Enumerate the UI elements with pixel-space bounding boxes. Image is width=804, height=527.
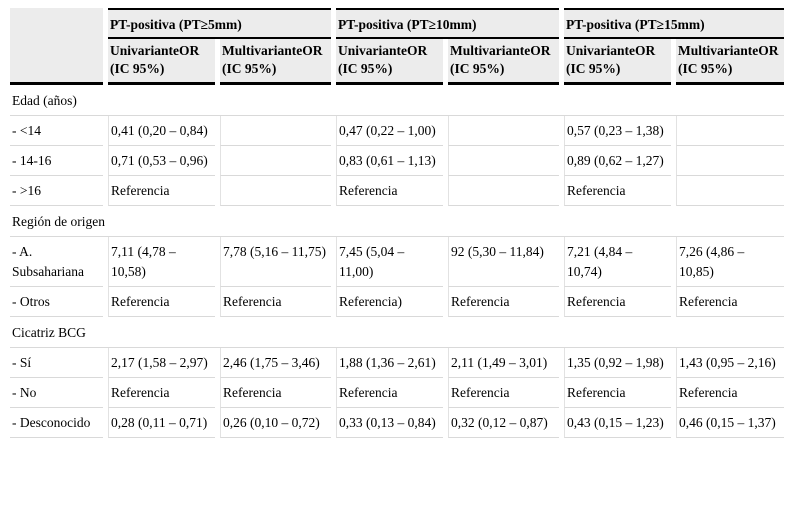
- subheader-line1: UnivarianteOR: [338, 43, 428, 58]
- value-cell: Referencia: [564, 176, 672, 206]
- value-cell: [220, 176, 332, 206]
- value-cell: 92 (5,30 – 11,84): [448, 237, 560, 287]
- value-cell: [448, 146, 560, 176]
- value-cell: 7,21 (4,84 – 10,74): [564, 237, 672, 287]
- subheader-multivariante-5: MultivarianteOR (IC 95%): [220, 39, 332, 85]
- value-cell: Referencia: [676, 378, 785, 408]
- value-cell: Referencia: [564, 378, 672, 408]
- value-cell: 0,71 (0,53 – 0,96): [108, 146, 215, 176]
- value-cell: 1,43 (0,95 – 2,16): [676, 348, 785, 378]
- section-row-region: Región de origen: [10, 206, 785, 237]
- group-header-pt15: PT-positiva (PT≥15mm): [564, 8, 785, 39]
- value-cell: [220, 116, 332, 146]
- section-row-edad: Edad (años): [10, 85, 785, 116]
- value-cell: Referencia: [336, 176, 444, 206]
- value-cell: Referencia: [676, 287, 785, 317]
- value-cell: Referencia: [220, 287, 332, 317]
- value-cell: 0,26 (0,10 – 0,72): [220, 408, 332, 438]
- value-cell: [676, 176, 785, 206]
- group-header-pt10: PT-positiva (PT≥10mm): [336, 8, 560, 39]
- table-row: - No Referencia Referencia Referencia Re…: [10, 378, 785, 408]
- value-cell: 0,89 (0,62 – 1,27): [564, 146, 672, 176]
- value-cell: Referencia: [448, 378, 560, 408]
- value-cell: Referencia: [564, 287, 672, 317]
- value-cell: [448, 176, 560, 206]
- subheader-univariante-15: UnivarianteOR (IC 95%): [564, 39, 672, 85]
- subheader-line1: UnivarianteOR: [110, 43, 200, 58]
- value-cell: Referencia: [108, 378, 215, 408]
- column-group-header-row: PT-positiva (PT≥5mm) PT-positiva (PT≥10m…: [10, 8, 785, 85]
- value-cell: 0,33 (0,13 – 0,84): [336, 408, 444, 438]
- row-label: - No: [10, 378, 103, 408]
- section-title: Edad (años): [10, 85, 785, 116]
- subheader-multivariante-15: MultivarianteOR (IC 95%): [676, 39, 785, 85]
- row-label: - Desconocido: [10, 408, 103, 438]
- value-cell: Referencia): [336, 287, 444, 317]
- value-cell: Referencia: [448, 287, 560, 317]
- value-cell: [220, 146, 332, 176]
- group-header-pt5: PT-positiva (PT≥5mm): [108, 8, 332, 39]
- table-row: - >16 Referencia Referencia Referencia: [10, 176, 785, 206]
- section-row-cicatriz: Cicatriz BCG: [10, 317, 785, 348]
- subheader-multivariante-10: MultivarianteOR (IC 95%): [448, 39, 560, 85]
- row-label: - >16: [10, 176, 103, 206]
- value-cell: Referencia: [108, 176, 215, 206]
- value-cell: 2,46 (1,75 – 3,46): [220, 348, 332, 378]
- value-cell: Referencia: [220, 378, 332, 408]
- value-cell: 0,41 (0,20 – 0,84): [108, 116, 215, 146]
- subheader-univariante-5: UnivarianteOR (IC 95%): [108, 39, 215, 85]
- corner-cell: [10, 8, 103, 85]
- table-row: - Sí 2,17 (1,58 – 2,97) 2,46 (1,75 – 3,4…: [10, 348, 785, 378]
- row-label: - Sí: [10, 348, 103, 378]
- value-cell: 7,78 (5,16 – 11,75): [220, 237, 332, 287]
- value-cell: 2,17 (1,58 – 2,97): [108, 348, 215, 378]
- value-cell: 0,47 (0,22 – 1,00): [336, 116, 444, 146]
- subheader-univariante-10: UnivarianteOR (IC 95%): [336, 39, 444, 85]
- subheader-line1: MultivarianteOR: [678, 43, 779, 58]
- subheader-row: UnivarianteOR (IC 95%) MultivarianteOR (IC…: [10, 39, 785, 85]
- row-label: - Otros: [10, 287, 103, 317]
- value-cell: 0,46 (0,15 – 1,37): [676, 408, 785, 438]
- value-cell: 7,11 (4,78 – 10,58): [108, 237, 215, 287]
- subheader-line2: (IC 95%): [450, 61, 505, 76]
- table-row: - Desconocido 0,28 (0,11 – 0,71) 0,26 (0…: [10, 408, 785, 438]
- value-cell: 2,11 (1,49 – 3,01): [448, 348, 560, 378]
- subheader-line1: MultivarianteOR: [450, 43, 551, 58]
- row-label: - A. Subsahariana: [10, 237, 103, 287]
- value-cell: 1,88 (1,36 – 2,61): [336, 348, 444, 378]
- table-row: - <14 0,41 (0,20 – 0,84) 0,47 (0,22 – 1,…: [10, 116, 785, 146]
- value-cell: Referencia: [336, 378, 444, 408]
- section-title: Cicatriz BCG: [10, 317, 785, 348]
- subheader-line1: MultivarianteOR: [222, 43, 323, 58]
- odds-ratio-results-table: PT-positiva (PT≥5mm) PT-positiva (PT≥10m…: [5, 8, 789, 438]
- value-cell: 0,83 (0,61 – 1,13): [336, 146, 444, 176]
- value-cell: 0,28 (0,11 – 0,71): [108, 408, 215, 438]
- value-cell: 7,26 (4,86 – 10,85): [676, 237, 785, 287]
- value-cell: [448, 116, 560, 146]
- value-cell: 7,45 (5,04 – 11,00): [336, 237, 444, 287]
- value-cell: [676, 116, 785, 146]
- value-cell: Referencia: [108, 287, 215, 317]
- value-cell: 0,43 (0,15 – 1,23): [564, 408, 672, 438]
- table-row: - 14-16 0,71 (0,53 – 0,96) 0,83 (0,61 – …: [10, 146, 785, 176]
- subheader-line2: (IC 95%): [338, 61, 393, 76]
- subheader-line2: (IC 95%): [222, 61, 277, 76]
- value-cell: 1,35 (0,92 – 1,98): [564, 348, 672, 378]
- value-cell: 0,32 (0,12 – 0,87): [448, 408, 560, 438]
- value-cell: [676, 146, 785, 176]
- row-label: - 14-16: [10, 146, 103, 176]
- subheader-line2: (IC 95%): [566, 61, 621, 76]
- subheader-line1: UnivarianteOR: [566, 43, 656, 58]
- subheader-line2: (IC 95%): [110, 61, 165, 76]
- section-title: Región de origen: [10, 206, 785, 237]
- value-cell: 0,57 (0,23 – 1,38): [564, 116, 672, 146]
- subheader-line2: (IC 95%): [678, 61, 733, 76]
- table-row: - Otros Referencia Referencia Referencia…: [10, 287, 785, 317]
- table-row: - A. Subsahariana 7,11 (4,78 – 10,58) 7,…: [10, 237, 785, 287]
- row-label: - <14: [10, 116, 103, 146]
